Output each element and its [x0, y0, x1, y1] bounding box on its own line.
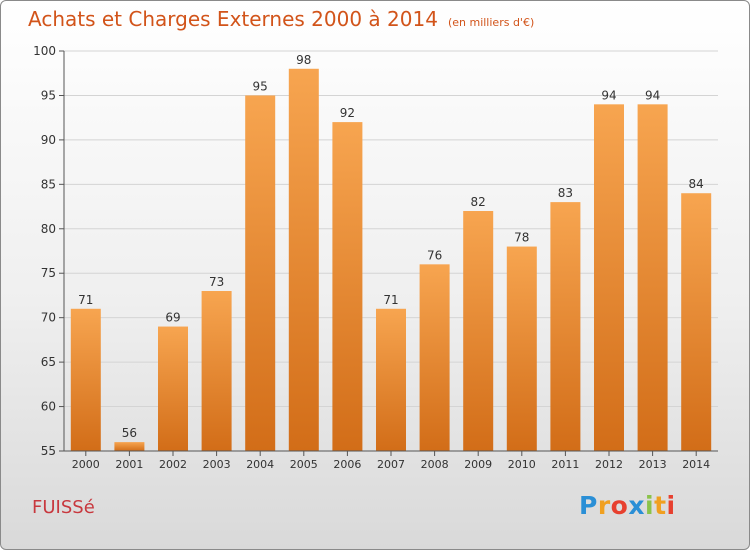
logo-letter: P: [579, 491, 598, 520]
bar: [332, 122, 363, 451]
x-tick-label: 2000: [72, 458, 100, 471]
x-tick-label: 2002: [159, 458, 187, 471]
bar-value-label: 69: [165, 311, 180, 325]
bar: [419, 264, 450, 451]
bar: [70, 308, 101, 451]
x-tick-label: 2001: [115, 458, 143, 471]
bar-value-label: 71: [383, 293, 398, 307]
y-tick-label: 55: [41, 444, 56, 458]
bar-layer: 71 56 69 73 95 98 92 71 76 82 78 83 94 94 84: [70, 53, 712, 452]
bar-value-label: 76: [427, 248, 442, 262]
x-tick-label: 2008: [421, 458, 449, 471]
bar: [201, 291, 232, 451]
x-tick-label: 2005: [290, 458, 318, 471]
bar-value-label: 83: [558, 186, 573, 200]
x-tick-label: 2004: [246, 458, 274, 471]
logo-letter: o: [610, 491, 629, 520]
bar-value-label: 78: [514, 231, 529, 245]
logo-letter: r: [597, 491, 611, 520]
bar-value-label: 95: [253, 79, 268, 93]
bar-value-label: 92: [340, 106, 355, 120]
bar-value-label: 71: [78, 293, 93, 307]
bar: [594, 104, 624, 451]
x-tick-label: 2012: [595, 458, 623, 471]
x-tick-label: 2006: [333, 458, 361, 471]
bar-value-label: 94: [601, 88, 616, 102]
bar-value-label: 84: [689, 177, 704, 191]
bar: [637, 104, 668, 451]
bar-value-label: 73: [209, 275, 224, 289]
x-tick-label: 2010: [508, 458, 536, 471]
bar: [376, 308, 406, 451]
bar: [288, 68, 319, 452]
y-tick-label: 65: [41, 355, 56, 369]
y-tick-label: 90: [41, 133, 56, 147]
chart-title: Achats et Charges Externes 2000 à 2014 (e…: [28, 7, 534, 31]
bar: [114, 442, 145, 451]
commune-name: FUISSé: [32, 497, 95, 518]
y-tick-label: 95: [41, 88, 56, 102]
bar: [245, 95, 276, 451]
bar-value-label: 82: [471, 195, 486, 209]
logo-letter: i: [645, 491, 655, 520]
bar: [550, 202, 581, 451]
y-tick-label: 75: [41, 266, 56, 280]
logo-letter: t: [654, 491, 667, 520]
bar: [158, 326, 188, 451]
bar: [463, 211, 494, 451]
logo-letter: i: [666, 491, 676, 520]
bar: [506, 246, 537, 451]
bar-value-label: 56: [122, 426, 137, 440]
axis-layer: 55 60 65 70 75 80 85 90 95 100 2000 2001 2002 2003 200…: [33, 44, 718, 471]
x-tick-label: 2013: [639, 458, 667, 471]
y-tick-label: 80: [41, 222, 56, 236]
bar-value-label: 98: [296, 53, 311, 67]
y-tick-label: 85: [41, 177, 56, 191]
y-tick-label: 70: [41, 311, 56, 325]
x-tick-label: 2003: [203, 458, 231, 471]
logo-letter: x: [628, 491, 645, 520]
x-tick-label: 2009: [464, 458, 492, 471]
bar-value-label: 94: [645, 88, 660, 102]
y-tick-label: 100: [33, 44, 56, 58]
x-tick-label: 2007: [377, 458, 405, 471]
chart-subtitle: (en milliers d'€): [447, 16, 535, 29]
x-tick-label: 2011: [551, 458, 579, 471]
bar: [681, 193, 712, 451]
proxiti-logo: Proxiti: [579, 491, 676, 520]
y-tick-label: 60: [41, 400, 56, 414]
x-tick-label: 2014: [682, 458, 710, 471]
chart-title-text: Achats et Charges Externes 2000 à 2014: [28, 7, 438, 31]
